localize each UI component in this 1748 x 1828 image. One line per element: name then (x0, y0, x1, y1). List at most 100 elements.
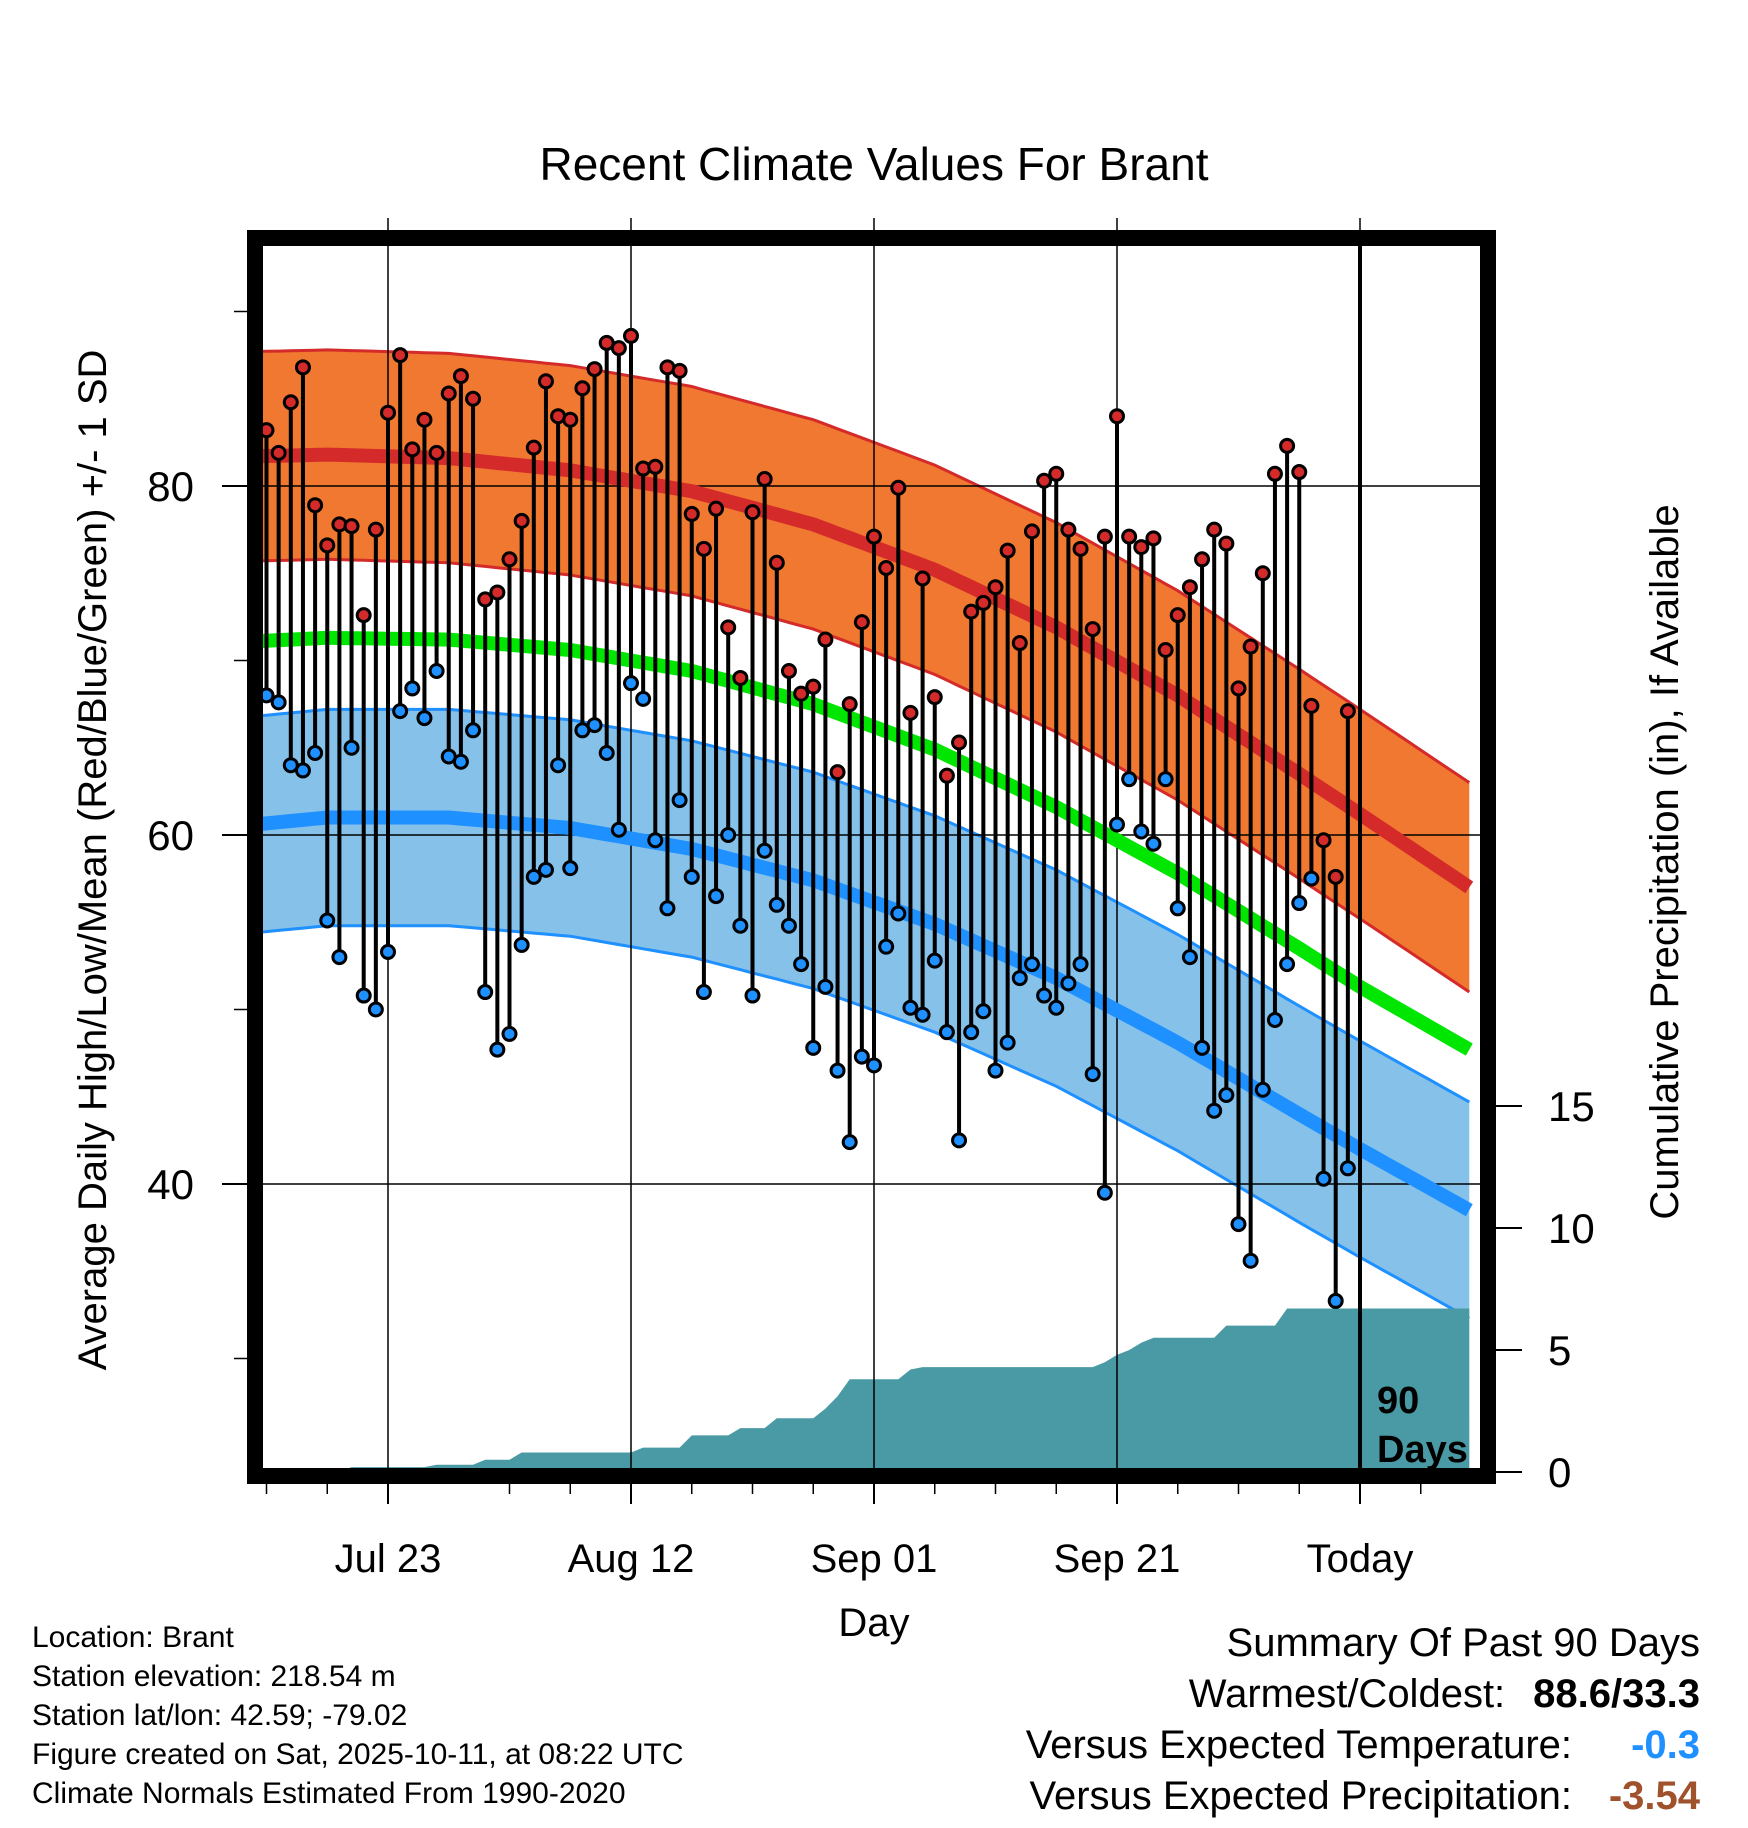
daily-high-point (1133, 539, 1150, 556)
high-sd-upper-edge (254, 348, 1471, 784)
daily-high-point (440, 385, 457, 402)
daily-low-point (1023, 956, 1040, 973)
daily-high-point (319, 537, 336, 554)
daily-low-point (951, 1132, 968, 1149)
daily-high-point (1206, 521, 1223, 538)
axis-layer: Jul 23 Aug 12 Sep 01 Sep 21 Today 40 60 80 0 5 10 1… (147, 310, 1595, 1581)
daily-high-point (294, 359, 311, 376)
daily-high-point (732, 669, 749, 686)
daily-low-point (683, 868, 700, 885)
daily-low-point (853, 1048, 870, 1065)
daily-low-point (1254, 1081, 1271, 1098)
daily-high-point (489, 584, 506, 601)
daily-low-point (671, 792, 688, 809)
high-normal-line (254, 447, 1474, 894)
frame-layer (247, 230, 1496, 1484)
daily-high-point (1036, 472, 1053, 489)
precip-label: Versus Expected Precipitation: (1029, 1774, 1572, 1818)
daily-low-point (477, 984, 494, 1001)
daily-high-point (392, 347, 409, 364)
daily-high-point (465, 390, 482, 407)
daily-low-point (963, 1024, 980, 1041)
daily-high-point (355, 607, 372, 624)
daily-high-point (501, 551, 518, 568)
daily-low-point (938, 1024, 955, 1041)
daily-high-point (914, 570, 931, 587)
daily-high-point (525, 439, 542, 456)
summary-panel: Summary Of Past 90 Days Warmest/Coldest:… (800, 1618, 1700, 1822)
info-location: Location: Brant (32, 1621, 234, 1654)
daily-high-point (1023, 523, 1040, 540)
daily-high-point (805, 678, 822, 695)
daily-high-point (562, 411, 579, 428)
daily-low-point (1327, 1292, 1344, 1309)
daily-low-point (1145, 835, 1162, 852)
daily-low-point (829, 1062, 846, 1079)
daily-low-point (525, 868, 542, 885)
daily-high-point (1291, 464, 1308, 481)
daily-high-point (878, 560, 895, 577)
daily-low-point (1230, 1216, 1247, 1233)
daily-high-point (817, 631, 834, 648)
daily-low-point (732, 917, 749, 934)
daily-low-point (623, 675, 639, 692)
daily-high-point (1084, 621, 1101, 638)
daily-high-point (307, 497, 324, 514)
daily-high-point (428, 444, 445, 461)
y-axis-label: Average Daily High/Low/Mean (Red/Blue/Gr… (71, 350, 115, 1371)
daily-high-point (683, 505, 700, 522)
daily-high-point (1181, 579, 1198, 596)
daily-low-point (975, 1003, 992, 1020)
daily-high-point (780, 662, 797, 679)
daily-low-point (428, 662, 445, 679)
daily-low-point (1084, 1066, 1101, 1083)
daily-low-point (720, 827, 737, 843)
daily-high-point (1072, 540, 1089, 557)
daily-high-point (793, 685, 810, 702)
y-tick-label: 60 (147, 812, 194, 859)
daily-low-point (1181, 949, 1198, 966)
precip-value: -3.54 (1608, 1774, 1700, 1818)
daily-low-point (1194, 1039, 1211, 1056)
daily-low-point (999, 1034, 1016, 1051)
daily-high-point (1048, 465, 1065, 482)
daily-high-point (477, 591, 494, 608)
x-tick-label: Aug 12 (568, 1537, 695, 1581)
daily-low-point (635, 690, 652, 707)
daily-high-point (975, 594, 992, 611)
daily-high-point (282, 394, 299, 411)
daily-low-point (1266, 1011, 1283, 1028)
daily-low-point (307, 744, 324, 761)
daily-low-point (1291, 895, 1308, 912)
daily-low-point (1109, 816, 1125, 833)
daily-low-point (355, 987, 372, 1004)
y-tick-label: 80 (147, 463, 194, 510)
daily-low-point (501, 1025, 518, 1042)
daily-high-point (1169, 607, 1186, 624)
daily-high-point (1339, 703, 1356, 720)
daily-low-point (708, 888, 725, 905)
daily-low-point (1157, 771, 1174, 788)
daily-low-point (914, 1006, 931, 1023)
daily-high-point (1303, 697, 1320, 714)
daily-low-point (1011, 970, 1028, 987)
daily-low-point (562, 860, 579, 877)
daily-low-point (1303, 870, 1320, 887)
daily-low-point (598, 744, 615, 761)
daily-high-point (647, 458, 664, 475)
summary-warm-cold: Warmest/Coldest: 88.6/33.3 (800, 1669, 1700, 1720)
summary-precip: Versus Expected Precipitation: -3.54 (800, 1771, 1700, 1822)
daily-low-point (380, 943, 396, 960)
daily-low-point (817, 978, 834, 995)
daily-high-point (744, 504, 761, 521)
daily-high-point (367, 521, 384, 538)
daily-low-point (756, 842, 773, 859)
daily-high-point (1315, 832, 1332, 849)
daily-low-point (659, 900, 676, 917)
daily-high-point (1011, 635, 1028, 652)
daily-low-point (416, 710, 433, 727)
daily-low-point (695, 984, 712, 1001)
daily-high-point (951, 734, 968, 751)
daily-high-point (890, 479, 907, 496)
